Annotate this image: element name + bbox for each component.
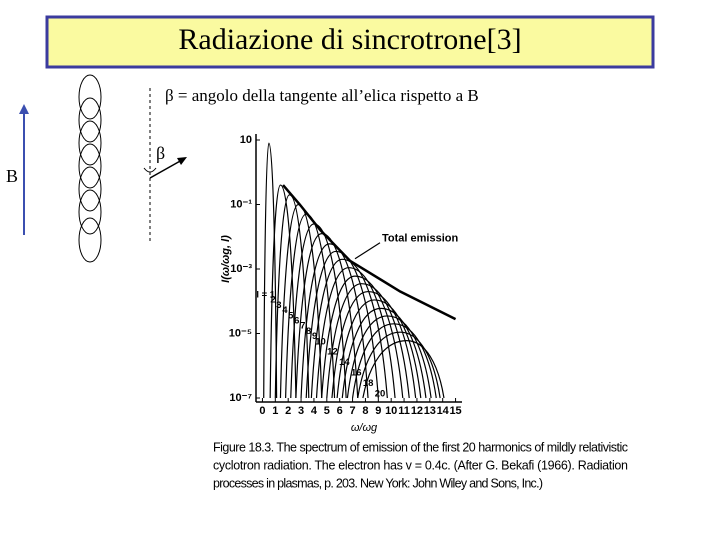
- x-tick-label: 11: [398, 405, 410, 417]
- x-tick-label: 12: [411, 405, 423, 417]
- series-label: 12: [327, 347, 338, 358]
- beta-label: β: [156, 143, 165, 163]
- x-axis-label: ω/ωg: [351, 422, 378, 434]
- y-tick-label: 10⁻¹: [230, 198, 252, 210]
- series-label: 16: [351, 368, 362, 379]
- y-tick-label: 10⁻⁷: [229, 392, 252, 404]
- harmonic-curve: [321, 275, 404, 399]
- series-label: 8: [306, 326, 311, 337]
- title-box: [45, 15, 655, 69]
- series-label: Total emission: [382, 233, 458, 245]
- harmonic-curve: [326, 283, 410, 399]
- harmonic-curve: [346, 315, 432, 399]
- series-label: 3: [276, 300, 281, 311]
- harmonic-curve: [357, 331, 441, 399]
- x-tick-label: 2: [285, 405, 291, 417]
- harmonic-curve: [305, 250, 379, 399]
- series-label: 9: [312, 331, 317, 342]
- caption-line: cyclotron radiation. The electron has v …: [213, 458, 628, 472]
- x-tick-label: 14: [437, 405, 450, 417]
- series-label: 18: [363, 378, 374, 389]
- x-tick-label: 5: [324, 405, 330, 417]
- harmonic-curve: [341, 307, 427, 399]
- x-tick-label: 6: [337, 405, 343, 417]
- velocity-arrow-head: [177, 157, 187, 165]
- subtitle: β = angolo della tangente all’elica risp…: [165, 86, 479, 105]
- title: Radiazione di sincrotrone[3]: [178, 23, 521, 56]
- x-tick-label: 9: [375, 405, 381, 417]
- x-tick-label: 13: [424, 405, 436, 417]
- helix: [78, 74, 102, 263]
- annotation-arrow: [354, 242, 381, 260]
- x-tick-label: 7: [350, 405, 356, 417]
- harmonic-curve: [269, 184, 297, 399]
- x-tick-label: 4: [311, 405, 318, 417]
- series-label: 14: [339, 357, 350, 368]
- total-emission-line: [282, 184, 457, 321]
- series-label: 4: [282, 305, 288, 316]
- y-tick-label: 10⁻³: [230, 263, 252, 275]
- y-axis-label: I(ω/ωg, l): [220, 235, 232, 283]
- series-label: 5: [288, 310, 294, 321]
- x-tick-label: 0: [259, 405, 265, 417]
- harmonic-curve: [300, 243, 369, 399]
- caption-line: Figure 18.3. The spectrum of emission of…: [213, 440, 628, 454]
- x-tick-label: 1: [272, 405, 278, 417]
- series-label: 6: [294, 316, 299, 327]
- velocity-arrow: [149, 159, 183, 179]
- x-tick-label: 8: [362, 405, 368, 417]
- harmonic-curve: [336, 299, 422, 399]
- series-label: l = 1: [256, 290, 275, 301]
- b-label: B: [6, 166, 18, 186]
- x-tick-label: 15: [449, 405, 461, 417]
- x-tick-label: 10: [385, 405, 397, 417]
- harmonic-curve: [274, 194, 310, 399]
- harmonic-curve: [295, 233, 359, 399]
- b-arrow-head: [19, 104, 29, 114]
- harmonic-curve: [351, 323, 437, 399]
- series-label: 10: [315, 336, 326, 347]
- x-tick-label: 3: [298, 405, 304, 417]
- series-label: 7: [300, 321, 305, 332]
- harmonic-curve: [263, 142, 278, 399]
- angle-arc: [143, 167, 157, 173]
- caption-line: processes in plasmas, p. 203. New York: …: [213, 476, 543, 490]
- harmonic-curve: [331, 290, 417, 399]
- y-tick-label: 10: [240, 134, 252, 146]
- harmonic-curve: [362, 340, 445, 399]
- series-label: 20: [375, 388, 386, 399]
- series-label: 2: [270, 295, 275, 306]
- harmonic-curve: [315, 267, 396, 399]
- y-tick-label: 10⁻⁵: [229, 327, 252, 339]
